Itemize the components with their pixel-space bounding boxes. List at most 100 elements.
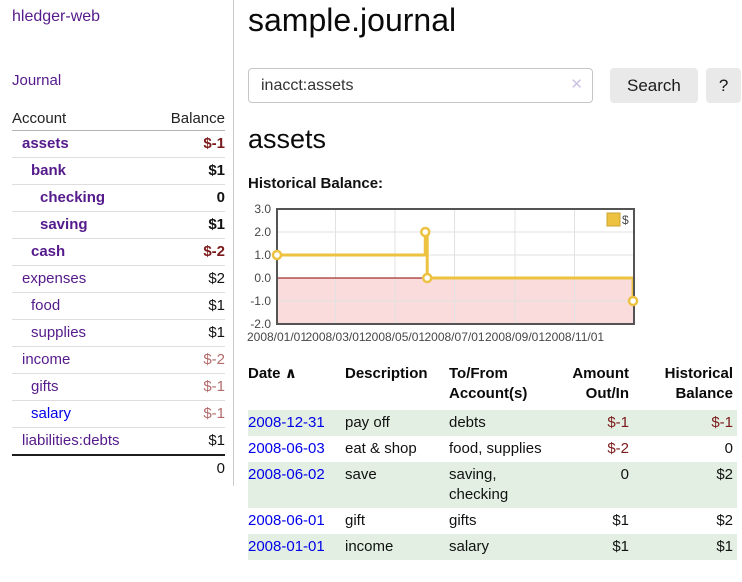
transaction-date-link[interactable]: 2008-06-02 (248, 466, 325, 483)
transaction-description: save (345, 466, 377, 483)
sidebar-item-journal[interactable]: Journal (12, 72, 62, 89)
transaction-accounts: saving, checking (449, 466, 509, 503)
account-link[interactable]: salary (31, 405, 72, 422)
account-balance: $1 (153, 211, 225, 239)
account-row: bank $1 (12, 157, 225, 185)
search-button[interactable]: Search (610, 68, 698, 103)
transaction-date-link[interactable]: 2008-06-01 (248, 512, 325, 529)
account-link[interactable]: assets (22, 135, 69, 152)
search-input-wrap: ✕ (248, 68, 593, 103)
app-title-link[interactable]: hledger-web (12, 8, 101, 25)
account-balance: $1 (153, 427, 225, 456)
help-button[interactable]: ? (705, 68, 742, 103)
account-link[interactable]: saving (40, 216, 88, 233)
account-link[interactable]: bank (31, 162, 67, 179)
transaction-row: 2008-01-01 income salary $1 $1 (248, 534, 737, 560)
account-row: income $-2 (12, 346, 225, 374)
search-form: ✕ Search ? (248, 68, 742, 103)
transaction-row: 2008-12-31 pay off debts $-1 $-1 (248, 410, 737, 436)
svg-text:2008/01/01: 2008/01/01 (247, 330, 307, 344)
transaction-description: eat & shop (345, 440, 417, 457)
account-balance: $-2 (153, 238, 225, 266)
account-row: assets $-1 (12, 130, 225, 158)
account-link[interactable]: liabilities:debts (22, 432, 120, 449)
account-balance: $-2 (153, 346, 225, 374)
account-balance: $1 (153, 157, 225, 185)
historical-balance-chart[interactable]: $3.0 2.0 1.0 0.0 -1.0 -2.0 2008/01/01 2008/03/0… (247, 202, 742, 348)
account-row: cash $-2 (12, 238, 225, 266)
transaction-description: gift (345, 512, 366, 529)
account-heading: assets (248, 124, 327, 154)
register-header-accounts: To/From Account(s) (449, 365, 528, 402)
transaction-amount: $1 (612, 538, 629, 555)
account-row: expenses $2 (12, 265, 225, 293)
transaction-accounts: salary (449, 538, 490, 555)
register-header-row: Date ∧ Description To/From Account(s) Am… (248, 364, 737, 410)
transaction-description: income (345, 538, 394, 555)
svg-text:$: $ (622, 213, 629, 227)
transaction-date-link[interactable]: 2008-12-31 (248, 414, 325, 431)
transaction-row: 2008-06-03 eat & shop food, supplies $-2 0 (248, 436, 737, 462)
account-link[interactable]: gifts (31, 378, 59, 395)
svg-text:2008/03/01: 2008/03/01 (305, 330, 365, 344)
svg-text:0.0: 0.0 (254, 271, 271, 285)
account-link[interactable]: supplies (31, 324, 87, 341)
transaction-description: pay off (345, 414, 390, 431)
account-link[interactable]: expenses (22, 270, 87, 287)
svg-text:3.0: 3.0 (254, 202, 271, 216)
page-title: sample.journal (248, 2, 457, 38)
account-row: supplies $1 (12, 319, 225, 347)
accounts-total-row: 0 (12, 454, 225, 482)
svg-text:-2.0: -2.0 (250, 317, 271, 331)
sort-ascending-icon: ∧ (284, 365, 297, 382)
account-link[interactable]: checking (40, 189, 106, 206)
account-balance: $2 (153, 265, 225, 293)
transaction-amount: $-2 (607, 440, 629, 457)
svg-text:1.0: 1.0 (254, 248, 271, 262)
account-balance: $-1 (153, 373, 225, 401)
account-row: checking 0 (12, 184, 225, 212)
transaction-balance: $-1 (711, 414, 733, 431)
account-link[interactable]: income (22, 351, 71, 368)
transaction-balance: $2 (716, 466, 733, 483)
accounts-header-row: Account Balance (12, 107, 225, 131)
transaction-balance: $2 (716, 512, 733, 529)
transaction-amount: $1 (612, 512, 629, 529)
accounts-header-balance: Balance (153, 107, 225, 131)
transaction-balance: 0 (724, 440, 733, 457)
svg-text:2008/09/01: 2008/09/01 (485, 330, 545, 344)
svg-text:2.0: 2.0 (254, 225, 271, 239)
transaction-date-link[interactable]: 2008-06-03 (248, 440, 325, 457)
app-window: hledger-web Journal Account Balance asse… (0, 0, 742, 560)
account-balance: $1 (153, 319, 225, 347)
account-balance: 0 (153, 184, 225, 212)
transaction-accounts: debts (449, 414, 486, 431)
svg-text:-1.0: -1.0 (250, 294, 271, 308)
search-input[interactable] (248, 68, 593, 103)
account-link[interactable]: cash (31, 243, 66, 260)
account-row: saving $1 (12, 211, 225, 239)
transaction-row: 2008-06-01 gift gifts $1 $2 (248, 508, 737, 534)
transaction-accounts: food, supplies (449, 440, 542, 457)
transaction-date-link[interactable]: 2008-01-01 (248, 538, 325, 555)
register-header-date: Date ∧ (248, 365, 297, 382)
transaction-balance: $1 (716, 538, 733, 555)
transaction-amount: 0 (620, 466, 629, 483)
register-header-balance: Historical Balance (664, 365, 733, 402)
account-balance: $-1 (153, 400, 225, 428)
account-balance: $1 (153, 292, 225, 320)
svg-text:2008/05/01: 2008/05/01 (365, 330, 425, 344)
account-link[interactable]: food (31, 297, 61, 314)
clear-search-icon[interactable]: ✕ (570, 76, 583, 93)
svg-text:2008/11/01: 2008/11/01 (545, 330, 604, 344)
svg-text:2008/07/01: 2008/07/01 (424, 330, 484, 344)
sidebar: hledger-web Journal Account Balance asse… (0, 0, 234, 486)
account-row: salary $-1 (12, 400, 225, 428)
transaction-amount: $-1 (607, 414, 629, 431)
transaction-row: 2008-06-02 save saving, checking 0 $2 (248, 462, 737, 508)
account-balance: $-1 (153, 130, 225, 158)
register-table: Date ∧ Description To/From Account(s) Am… (248, 364, 737, 560)
register-header-description: Description (345, 365, 428, 382)
register-header-amount: Amount Out/In (572, 365, 629, 402)
main-content: sample.journal ✕ Search ? assets Histori… (234, 0, 742, 560)
